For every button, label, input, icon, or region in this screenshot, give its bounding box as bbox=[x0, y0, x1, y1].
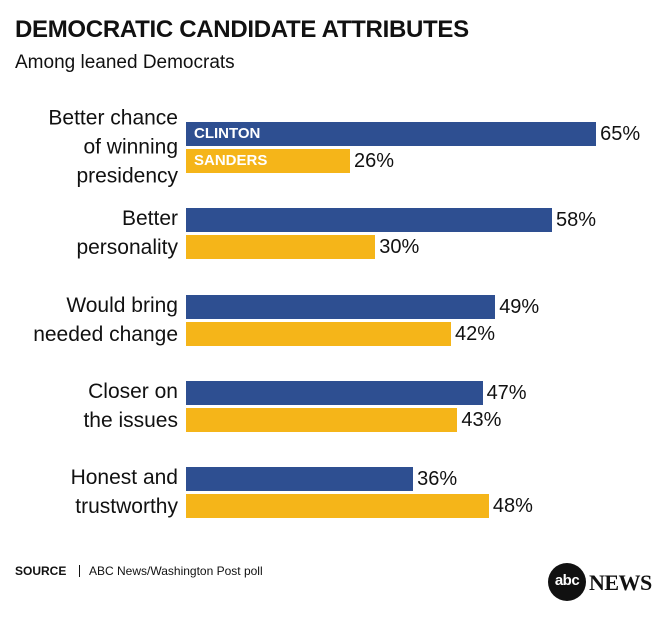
value-label: 48% bbox=[492, 495, 533, 518]
value-label: 42% bbox=[455, 322, 496, 345]
bar bbox=[186, 467, 414, 492]
bar bbox=[186, 321, 452, 346]
source-label: SOURCE bbox=[15, 564, 67, 578]
legend-label: SANDERS bbox=[194, 152, 268, 169]
logo-text: NEWS bbox=[589, 570, 652, 595]
bar: SANDERS bbox=[186, 149, 351, 173]
category-label: Honest and trustworthy bbox=[70, 466, 178, 519]
value-label: 26% bbox=[354, 150, 395, 172]
separator bbox=[79, 565, 80, 577]
source: ABC News/Washington Post poll bbox=[89, 564, 263, 578]
logo-mark: abc bbox=[548, 563, 586, 601]
bar bbox=[186, 407, 458, 432]
legend-label: CLINTON bbox=[194, 125, 261, 142]
category-label: Better personality bbox=[76, 207, 178, 260]
value-label: 47% bbox=[486, 381, 527, 404]
value-label: 30% bbox=[379, 236, 420, 259]
bar bbox=[186, 494, 489, 519]
bar bbox=[186, 235, 376, 260]
value-label: 58% bbox=[555, 209, 596, 232]
value-label: 49% bbox=[499, 295, 540, 318]
bar: CLINTON bbox=[186, 122, 597, 146]
value-label: 65% bbox=[600, 123, 641, 145]
value-label: 43% bbox=[461, 408, 502, 431]
category-label: Closer on the issues bbox=[83, 379, 178, 432]
chart-title: DEMOCRATIC CANDIDATE ATTRIBUTES bbox=[15, 16, 469, 43]
bar bbox=[186, 380, 483, 405]
chart-subtitle: Among leaned Democrats bbox=[15, 52, 235, 73]
bar bbox=[186, 208, 552, 233]
category-label: Better chance of winning presidency bbox=[48, 106, 178, 188]
category-label: Would bring needed change bbox=[33, 293, 178, 346]
bar bbox=[186, 294, 496, 319]
value-label: 36% bbox=[417, 468, 458, 491]
